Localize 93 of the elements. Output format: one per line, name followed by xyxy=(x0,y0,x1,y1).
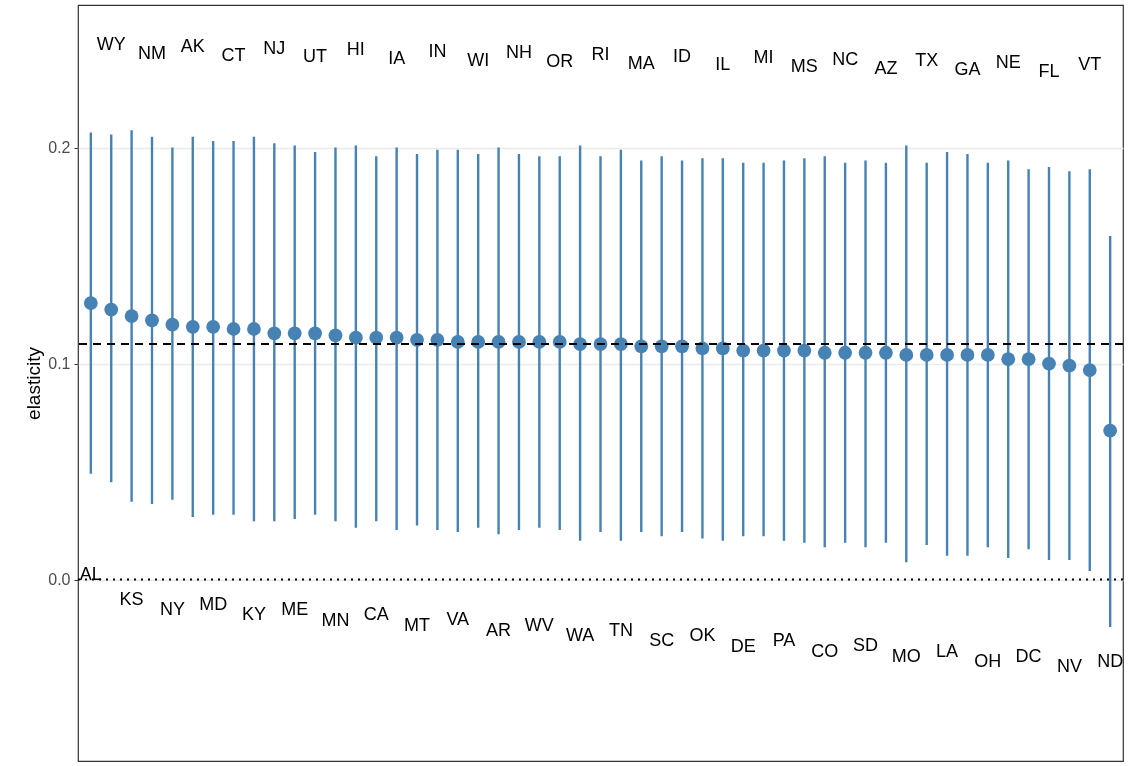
point xyxy=(124,309,139,323)
point xyxy=(817,345,832,360)
point xyxy=(980,348,995,362)
annotation: CA xyxy=(363,604,389,625)
annotation: AK xyxy=(180,36,205,56)
y-axis-title: elasticity xyxy=(23,346,45,420)
annotation: TX xyxy=(915,50,939,71)
point xyxy=(858,345,873,360)
annotation: MI xyxy=(753,47,774,68)
annotation: VT xyxy=(1078,53,1102,74)
point xyxy=(287,326,302,341)
point xyxy=(247,322,261,336)
point xyxy=(879,345,893,360)
point xyxy=(1021,352,1036,367)
annotation: IN xyxy=(428,40,447,61)
annotation: LA xyxy=(936,640,959,661)
point xyxy=(899,348,914,362)
point xyxy=(83,296,98,310)
point xyxy=(308,326,322,341)
annotation: GA xyxy=(954,59,981,80)
point xyxy=(145,313,159,328)
point xyxy=(919,348,934,362)
annotation: IL xyxy=(715,54,731,75)
point xyxy=(206,319,221,334)
annotation: SC xyxy=(649,630,675,651)
annotation: DC xyxy=(1015,645,1042,666)
annotation: WI xyxy=(467,49,490,70)
point xyxy=(104,302,119,317)
annotation: NM xyxy=(138,43,166,64)
point xyxy=(1042,356,1056,371)
point xyxy=(389,330,404,345)
annotation: FL xyxy=(1038,60,1060,81)
annotation: SD xyxy=(853,635,879,656)
annotation: MD xyxy=(199,593,228,614)
annotation: IA xyxy=(388,48,406,68)
annotation: ME xyxy=(281,599,309,619)
point xyxy=(838,345,853,360)
point xyxy=(777,343,791,358)
y-tick-label: 0.1 xyxy=(48,355,71,373)
annotation: OR xyxy=(546,51,574,72)
annotation: WY xyxy=(96,34,126,55)
y-tick-label: 0.0 xyxy=(48,571,71,589)
annotation: AL xyxy=(79,564,102,584)
point xyxy=(369,330,384,345)
y-tick-label: 0.2 xyxy=(48,139,71,157)
point xyxy=(328,328,343,343)
annotation: PA xyxy=(772,630,796,651)
annotation: NJ xyxy=(263,37,286,58)
annotation: UT xyxy=(303,46,328,67)
annotation: HI xyxy=(346,39,365,60)
point xyxy=(348,330,363,345)
annotation: NC xyxy=(832,48,859,69)
annotation: NE xyxy=(995,52,1021,72)
annotation: KY xyxy=(241,604,266,625)
annotation: ND xyxy=(1097,651,1124,671)
point xyxy=(430,332,445,347)
annotation: MA xyxy=(627,52,655,73)
annotation: NH xyxy=(505,42,532,63)
annotation: OH xyxy=(974,651,1002,672)
annotation: MT xyxy=(404,614,431,635)
point xyxy=(185,319,200,334)
annotation: VA xyxy=(446,609,470,630)
annotation: AR xyxy=(486,620,512,640)
annotation: CT xyxy=(221,44,246,65)
annotation: WA xyxy=(565,625,595,646)
annotation: NY xyxy=(159,599,185,620)
point xyxy=(267,326,282,341)
point xyxy=(1001,352,1016,367)
point xyxy=(165,317,180,332)
annotation: MO xyxy=(891,646,921,666)
annotation: TN xyxy=(608,619,633,640)
point xyxy=(940,348,954,362)
point xyxy=(695,341,710,356)
annotation: OK xyxy=(689,625,716,645)
annotation: NV xyxy=(1056,656,1082,677)
point xyxy=(226,322,241,336)
annotation: DE xyxy=(730,635,756,656)
point xyxy=(1062,358,1077,373)
annotation: CO xyxy=(811,640,839,661)
point xyxy=(736,343,751,358)
annotation: ID xyxy=(673,45,692,66)
point xyxy=(756,343,771,358)
annotation: MN xyxy=(321,609,350,630)
annotation: KS xyxy=(119,588,144,609)
point xyxy=(797,343,812,358)
point xyxy=(715,341,730,356)
annotation: RI xyxy=(591,44,610,64)
annotation: AZ xyxy=(874,57,898,78)
annotation: WV xyxy=(524,614,554,635)
point xyxy=(960,348,975,362)
point xyxy=(1103,423,1118,438)
annotation: MS xyxy=(790,56,818,76)
point xyxy=(1082,363,1097,377)
